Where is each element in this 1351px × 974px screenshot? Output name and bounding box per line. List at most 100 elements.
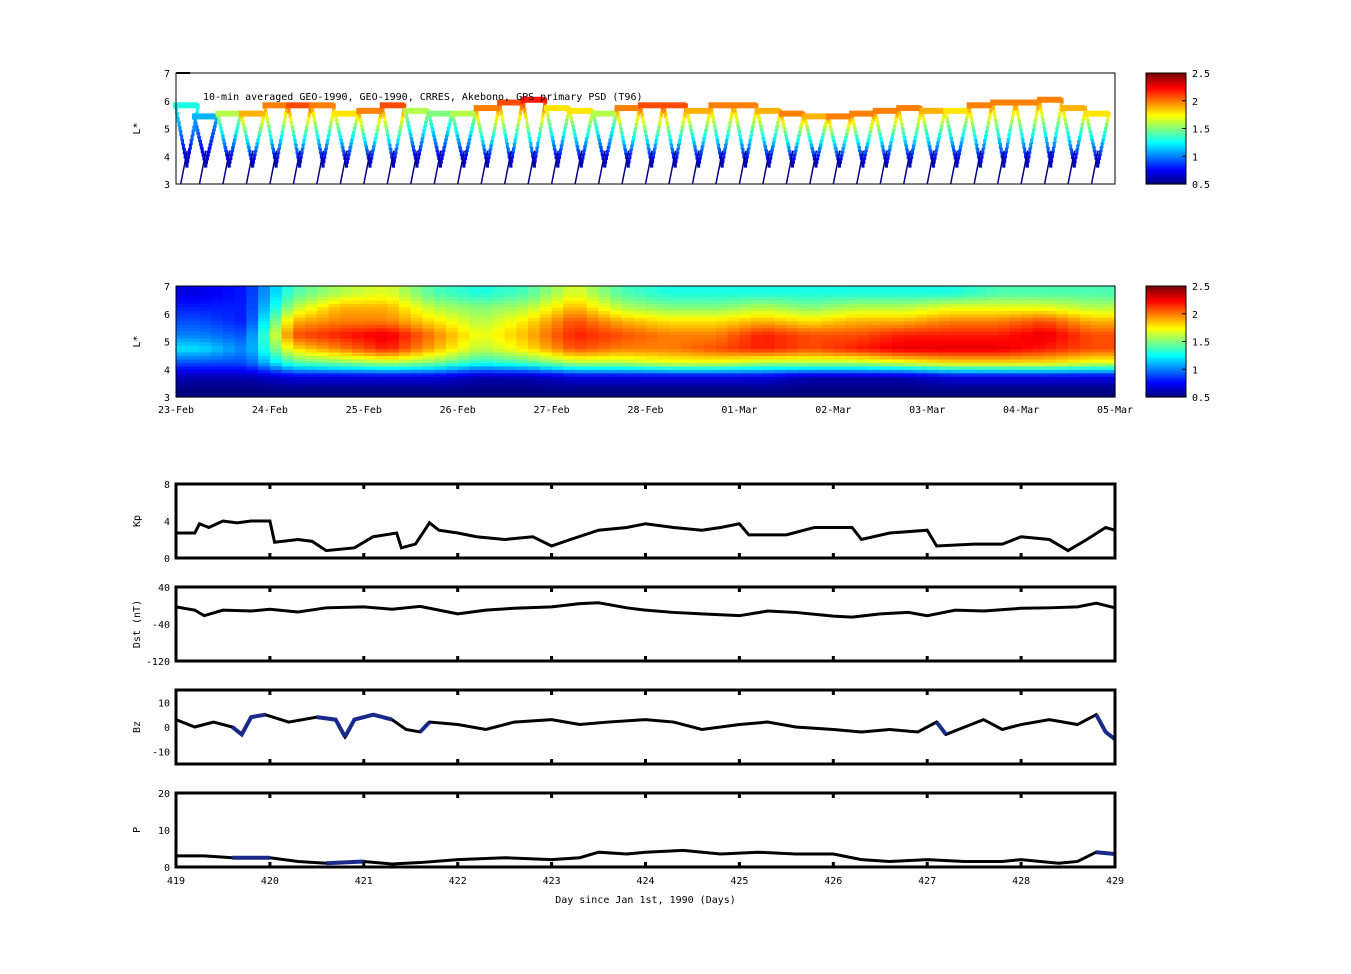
psd-point <box>690 129 694 136</box>
psd-cell <box>868 351 881 356</box>
psd-cell <box>668 310 682 315</box>
psd-point <box>365 145 369 152</box>
psd-point <box>944 112 948 119</box>
psd-cell <box>751 286 764 291</box>
psd-cell <box>915 358 928 363</box>
psd-cell <box>1091 338 1104 343</box>
psd-cell <box>845 303 858 308</box>
psd-cell <box>774 341 787 346</box>
psd-cell <box>469 351 482 356</box>
psd-point <box>200 147 204 154</box>
psd-cell <box>868 348 881 353</box>
psd-cell <box>786 362 799 367</box>
psd-point <box>688 121 692 128</box>
psd-cell <box>551 331 564 336</box>
psd-cell <box>305 334 318 339</box>
psd-point <box>913 135 917 142</box>
highres-series-line <box>934 720 948 736</box>
psd-cell <box>211 299 224 304</box>
colorbar-cell <box>1146 144 1186 147</box>
psd-cell <box>762 358 776 363</box>
psd-cell <box>762 320 776 325</box>
psd-point <box>888 145 892 152</box>
psd-cell <box>528 306 541 311</box>
psd-cell <box>762 362 776 367</box>
psd-point <box>981 148 985 155</box>
psd-cell <box>563 393 576 398</box>
psd-point <box>329 121 333 128</box>
psd-cell <box>258 338 271 343</box>
psd-cell <box>1068 348 1081 353</box>
psd-cell <box>176 299 189 304</box>
colorbar-cell <box>1146 291 1186 294</box>
psd-point <box>787 146 791 153</box>
psd-cell <box>258 383 271 388</box>
highres-series-line <box>231 712 266 738</box>
psd-cell <box>222 386 236 391</box>
psd-point <box>178 125 182 132</box>
psd-cell <box>1068 303 1081 308</box>
psd-cell <box>481 383 494 388</box>
psd-cell <box>234 320 248 325</box>
psd-point <box>352 126 356 133</box>
psd-point <box>847 121 851 128</box>
psd-cell <box>434 386 447 391</box>
psd-cell <box>481 393 494 398</box>
psd-point <box>797 134 801 141</box>
psd-cell <box>504 296 517 301</box>
psd-cell <box>798 351 811 356</box>
psd-cell <box>352 296 365 301</box>
psd-trace <box>222 150 231 185</box>
psd-point <box>1100 142 1104 149</box>
psd-cell <box>269 369 283 374</box>
psd-cell <box>622 292 635 298</box>
psd-cell <box>715 344 729 350</box>
psd-cell <box>915 369 928 374</box>
colorbar-cell <box>1146 360 1186 363</box>
psd-point <box>626 161 630 168</box>
psd-cell <box>1103 327 1116 332</box>
psd-cell <box>352 324 365 329</box>
psd-cell <box>598 348 611 353</box>
psd-point <box>527 132 531 139</box>
psd-top-band <box>426 110 452 117</box>
psd-cell <box>845 320 858 325</box>
psd-cell <box>774 334 787 339</box>
psd-cell <box>563 372 576 377</box>
psd-cell <box>234 362 248 367</box>
psd-point <box>612 119 616 126</box>
psd-point <box>1077 140 1081 147</box>
psd-point <box>374 133 378 140</box>
psd-cell <box>645 299 658 304</box>
psd-cell <box>704 348 717 353</box>
psd-point <box>360 125 364 132</box>
psd-cell <box>551 320 564 325</box>
psd-cell <box>680 365 694 370</box>
psd-cell <box>492 348 506 353</box>
psd-cell <box>328 313 341 318</box>
psd-point <box>606 146 610 153</box>
psd-cell <box>528 379 541 384</box>
psd-cell <box>316 372 330 377</box>
psd-point <box>799 123 803 130</box>
psd-cell <box>551 341 564 346</box>
psd-cell <box>821 313 834 318</box>
psd-cell <box>410 365 424 370</box>
psd-cell <box>387 289 400 294</box>
psd-cell <box>692 320 705 325</box>
psd-cell <box>1079 355 1093 360</box>
psd-cell <box>269 299 283 304</box>
psd-cell <box>375 306 388 311</box>
psd-cell <box>798 383 811 388</box>
psd-cell <box>316 334 330 339</box>
psd-cell <box>445 355 459 360</box>
psd-cell <box>915 320 928 325</box>
psd-point <box>820 136 824 143</box>
psd-cell <box>222 362 236 367</box>
psd-cell <box>715 324 729 329</box>
psd-cell <box>704 369 717 374</box>
psd-cell <box>399 358 412 363</box>
psd-cell <box>575 327 588 332</box>
psd-point <box>682 116 686 123</box>
psd-cell <box>375 376 388 381</box>
